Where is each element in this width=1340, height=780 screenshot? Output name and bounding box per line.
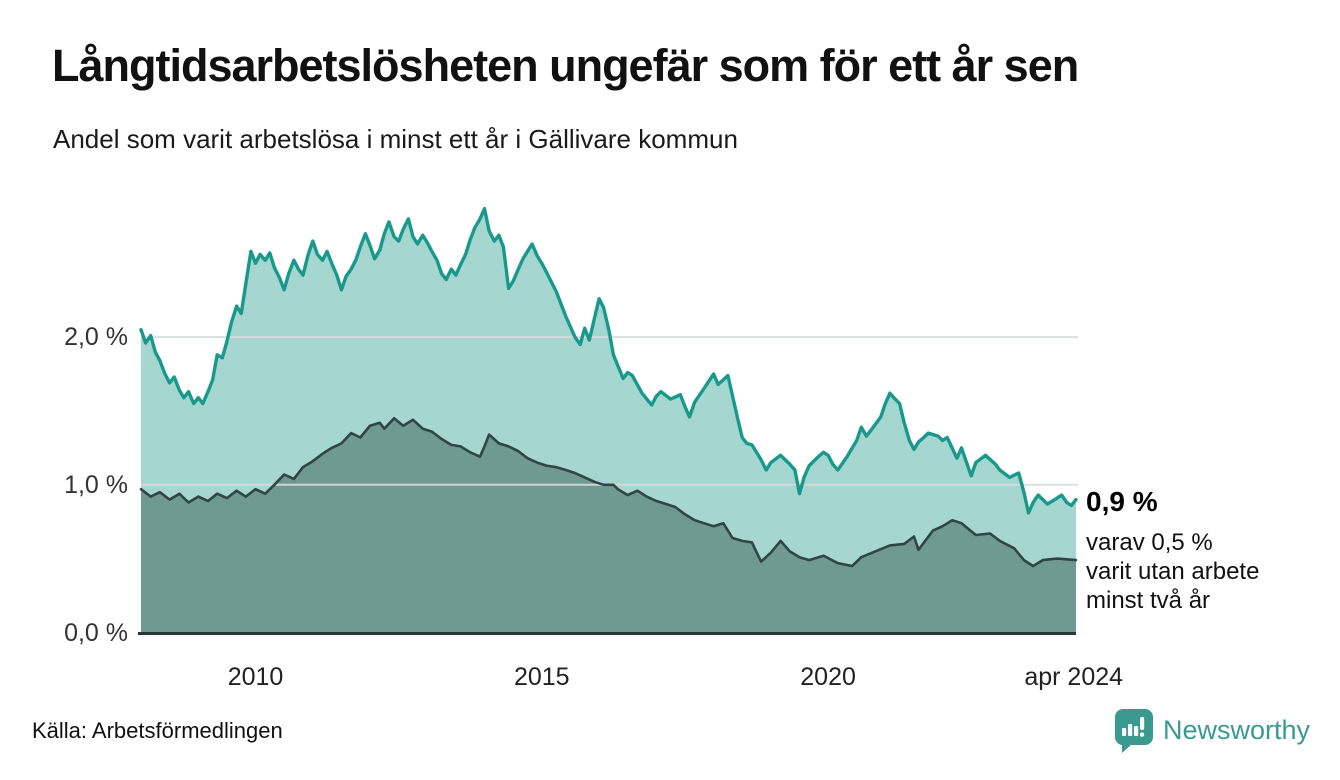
newsworthy-logo-icon [1114, 709, 1153, 753]
end-value-detail: varav 0,5 % varit utan arbete minst två … [1086, 528, 1259, 615]
y-axis-label: 2,0 % [64, 323, 128, 352]
page-subtitle: Andel som varit arbetslösa i minst ett å… [53, 124, 738, 154]
y-axis-label: 0,0 % [64, 618, 128, 647]
end-value-label: 0,9 % [1086, 486, 1158, 517]
end-value-detail-line: minst två år [1086, 587, 1211, 614]
source-note: Källa: Arbetsförmedlingen [32, 718, 283, 743]
twoyear-line [139, 416, 1078, 568]
x-axis-label: apr 2024 [1024, 663, 1124, 691]
x-axis-label: 2020 [800, 663, 856, 691]
end-value-detail-line: varit utan arbete [1086, 558, 1260, 585]
newsworthy-wordmark: Newsworthy [1163, 715, 1311, 745]
newsworthy-brand: Newsworthy [1114, 708, 1310, 753]
page-title: Långtidsarbetslösheten ungefär som för e… [52, 40, 1079, 91]
x-axis-label: 2010 [227, 663, 284, 691]
end-value-detail-line: varav 0,5 % [1086, 529, 1213, 556]
x-axis-label: 2015 [513, 663, 570, 691]
twoyear-area-fill [141, 418, 1076, 633]
total-line [139, 206, 1078, 515]
y-axis-label: 1,0 % [64, 470, 128, 499]
